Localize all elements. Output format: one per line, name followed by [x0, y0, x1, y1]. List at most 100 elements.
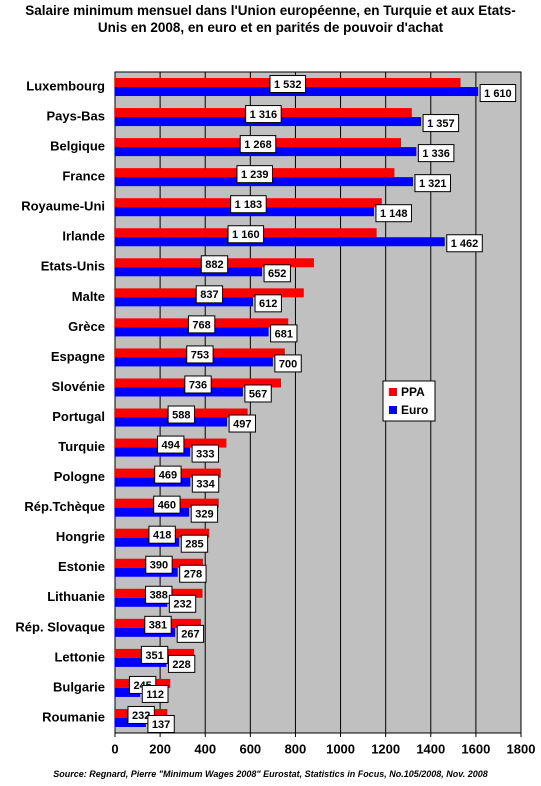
bar: [115, 447, 191, 457]
bar: [115, 597, 168, 607]
data-label: 652: [268, 268, 286, 280]
y-tick-label: Roumanie: [42, 709, 105, 724]
data-label-box: [167, 654, 196, 673]
bar: [115, 477, 191, 487]
x-tick-label: 0: [111, 741, 118, 756]
chart: 0 200 400 600 800 1000 1200 1400 1600 1800 Luxembo…: [15, 71, 536, 756]
data-label: 381: [149, 620, 167, 632]
data-label: 882: [205, 259, 223, 271]
data-label: 278: [184, 569, 202, 581]
bar: [115, 237, 445, 247]
data-label-box: [195, 285, 224, 304]
data-label-box: [190, 504, 219, 523]
y-tick-label: Irlande: [62, 229, 105, 244]
data-label: 612: [259, 298, 277, 310]
data-label-box: [274, 354, 302, 373]
data-label: 753: [191, 349, 209, 361]
x-tick-label: 400: [194, 741, 216, 756]
data-label-box: [245, 105, 282, 124]
bar: [115, 297, 254, 307]
y-tick-label: Grèce: [68, 319, 105, 334]
data-label: 567: [249, 388, 267, 400]
y-tick-label: Etats-Unis: [41, 259, 105, 274]
bar: [115, 507, 190, 517]
data-label: 390: [150, 560, 168, 572]
data-label-box: [446, 234, 483, 253]
data-label-box: [414, 174, 451, 193]
data-label: 1 148: [380, 208, 408, 220]
data-label: 1 183: [235, 199, 263, 211]
source-note: Source: Regnard, Pierre "Minimum Wages 2…: [53, 769, 488, 779]
data-label-box: [263, 264, 291, 283]
bar: [115, 267, 263, 277]
x-tick-label: 600: [239, 741, 261, 756]
data-label-box: [191, 444, 219, 463]
data-label-box: [236, 165, 273, 184]
data-label-box: [227, 225, 265, 244]
data-label: 334: [196, 479, 215, 491]
data-label-box: [422, 114, 460, 133]
legend-swatch: [389, 388, 397, 396]
data-label: 1 532: [274, 79, 302, 91]
x-tick-label: 1400: [416, 741, 445, 756]
data-label-box: [269, 75, 307, 94]
data-label-box: [187, 315, 216, 334]
data-label-box: [167, 405, 195, 424]
bar: [115, 537, 180, 547]
data-label-box: [147, 714, 175, 733]
data-label-box: [168, 594, 197, 613]
data-label-box: [176, 624, 205, 643]
data-label: 1 610: [484, 88, 512, 100]
data-label: 497: [233, 418, 251, 430]
data-label-box: [375, 204, 412, 223]
data-label-box: [184, 375, 212, 394]
data-label-box: [239, 135, 277, 154]
data-label-box: [228, 414, 256, 433]
data-label: 1 357: [427, 118, 455, 130]
data-label: 681: [275, 328, 293, 340]
y-tick-label: Pologne: [54, 469, 105, 484]
data-label: 351: [145, 650, 163, 662]
data-label: 837: [200, 289, 218, 301]
data-label: 112: [146, 689, 164, 701]
data-label-box: [191, 474, 220, 493]
data-label-box: [148, 525, 176, 544]
x-tick-label: 1600: [461, 741, 490, 756]
data-label: 232: [132, 710, 150, 722]
data-label: 1 316: [250, 109, 278, 121]
data-label: 768: [192, 319, 210, 331]
data-label: 228: [172, 659, 190, 671]
y-tick-label: Turquie: [58, 439, 105, 454]
data-label-box: [254, 294, 282, 313]
chart-title: Salaire minimum mensuel dans l'Union eur…: [25, 3, 516, 35]
data-label-box: [417, 144, 455, 163]
y-tick-label: Estonie: [58, 559, 105, 574]
y-tick-label: Slovénie: [52, 379, 105, 394]
data-label: 137: [152, 719, 170, 731]
y-tick-label: Rép. Slovaque: [15, 619, 105, 634]
data-label-box: [270, 324, 298, 343]
y-tick-label: Espagne: [51, 349, 105, 364]
y-tick-label: Royaume-Uni: [21, 199, 105, 214]
data-label-box: [154, 465, 182, 484]
data-label-box: [479, 84, 517, 103]
data-label: 494: [162, 439, 181, 451]
legend-swatch: [389, 406, 397, 414]
bar: [115, 687, 141, 697]
data-label-box: [179, 564, 207, 583]
x-tick-label: 1800: [507, 741, 536, 756]
legend-label: Euro: [401, 403, 428, 417]
y-tick-label: Rép.Tchèque: [24, 499, 105, 514]
data-label-box: [140, 645, 169, 664]
y-tick-label: France: [62, 169, 105, 184]
data-label-box: [200, 255, 229, 274]
data-label-box: [244, 384, 272, 403]
data-label-box: [141, 684, 169, 703]
data-label: 1 321: [419, 178, 447, 190]
data-label: 469: [159, 470, 177, 482]
data-label: 388: [150, 590, 168, 602]
data-label: 285: [185, 539, 203, 551]
y-tick-label: Luxembourg: [26, 78, 105, 93]
data-label: 418: [153, 530, 171, 542]
data-label: 1 462: [451, 238, 479, 250]
